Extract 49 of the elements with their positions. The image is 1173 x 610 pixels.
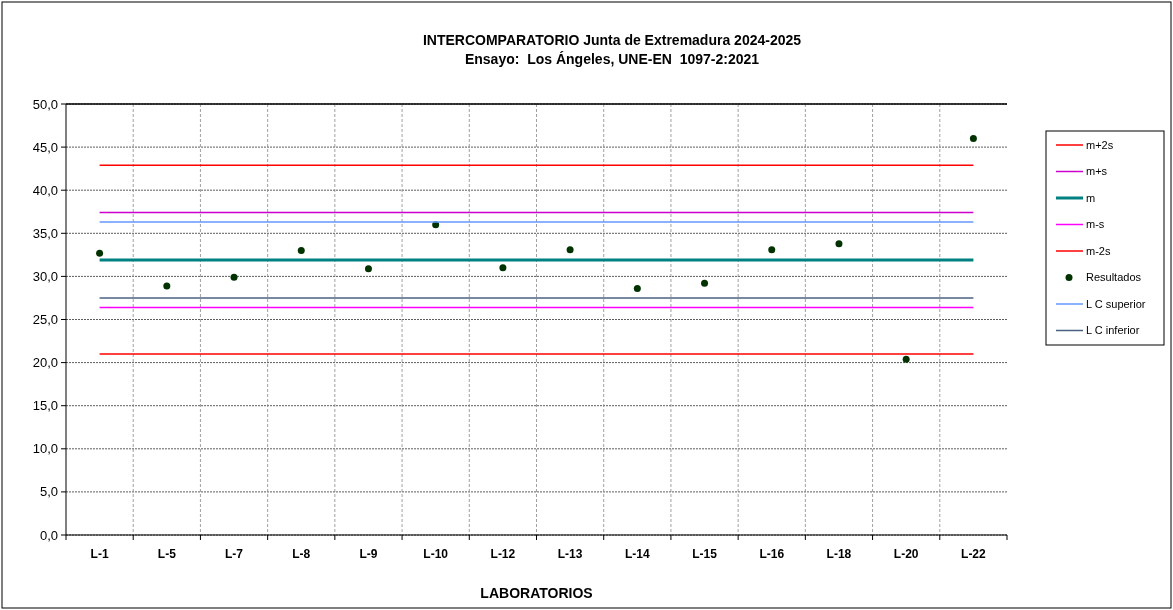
point [230,273,238,281]
legend-label: m+2s [1086,138,1114,151]
legend-label: Resultados [1086,271,1142,284]
y-tick-label: 10,0 [32,441,58,457]
x-tick-label: L-22 [961,547,987,561]
y-tick-label: 25,0 [32,312,58,328]
x-tick-label: L-8 [292,547,311,561]
y-tick-label: 30,0 [32,268,58,284]
x-tick-label: L-15 [692,547,718,561]
x-tick-label: L-12 [490,547,516,561]
point [163,282,171,290]
x-tick-label: L-18 [826,547,852,561]
x-tick-label: L-16 [759,547,785,561]
point [364,265,372,273]
legend-label: m+s [1086,165,1108,178]
point [96,249,104,257]
legend-label: m-2s [1086,244,1111,257]
y-tick-label: 45,0 [32,139,58,155]
x-tick-label: L-1 [90,547,109,561]
legend-label: m-s [1086,218,1105,231]
point [297,247,305,255]
point [499,264,507,272]
chart-title: INTERCOMPARATORIO Junta de Extremadura 2024-2025 [422,32,802,48]
y-tick-label: 40,0 [32,182,58,198]
x-tick-label: L-7 [225,547,244,561]
point [566,246,574,254]
legend-label: m [1086,191,1096,204]
point [701,279,709,287]
y-tick-label: 35,0 [32,225,58,241]
y-tick-label: 5,0 [39,484,58,500]
chart-subtitle: Ensayo: Los Ángeles, UNE-EN 1097-2:2021 [464,51,760,67]
x-tick-label: L-10 [423,547,449,561]
x-tick-label: L-5 [157,547,177,561]
x-tick-label: L-20 [893,547,919,561]
x-tick-label: L-9 [359,547,378,561]
x-axis-title: LABORATORIOS [480,585,593,601]
y-tick-label: 0,0 [39,527,58,543]
point [835,240,843,248]
point [902,355,910,363]
y-tick-label: 20,0 [32,355,58,371]
point [633,284,641,292]
legend-label: L C superior [1086,297,1146,310]
x-tick-label: L-14 [624,547,650,561]
y-tick-label: 50,0 [32,96,58,112]
point [768,246,776,254]
point [969,134,977,142]
x-tick-label: L-13 [557,547,583,561]
y-tick-label: 15,0 [32,398,58,414]
legend-label: L C inferior [1086,324,1140,337]
